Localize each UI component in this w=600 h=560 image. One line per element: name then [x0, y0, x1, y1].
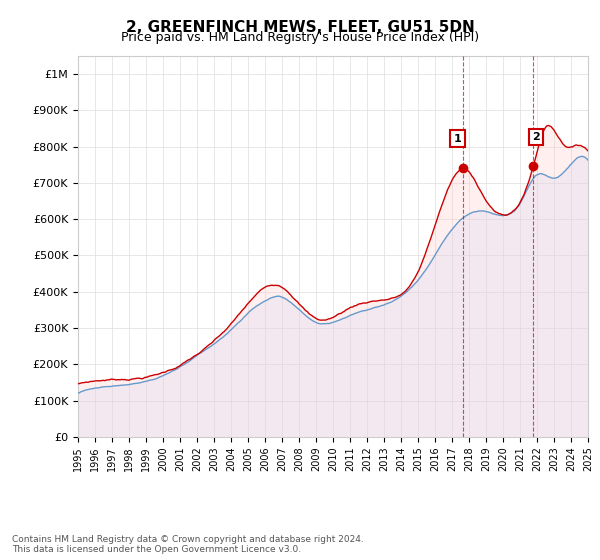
- Text: 2, GREENFINCH MEWS, FLEET, GU51 5DN: 2, GREENFINCH MEWS, FLEET, GU51 5DN: [125, 20, 475, 35]
- Text: Price paid vs. HM Land Registry's House Price Index (HPI): Price paid vs. HM Land Registry's House …: [121, 31, 479, 44]
- Text: Contains HM Land Registry data © Crown copyright and database right 2024.
This d: Contains HM Land Registry data © Crown c…: [12, 535, 364, 554]
- Text: 2: 2: [532, 132, 540, 142]
- Text: 1: 1: [454, 133, 461, 143]
